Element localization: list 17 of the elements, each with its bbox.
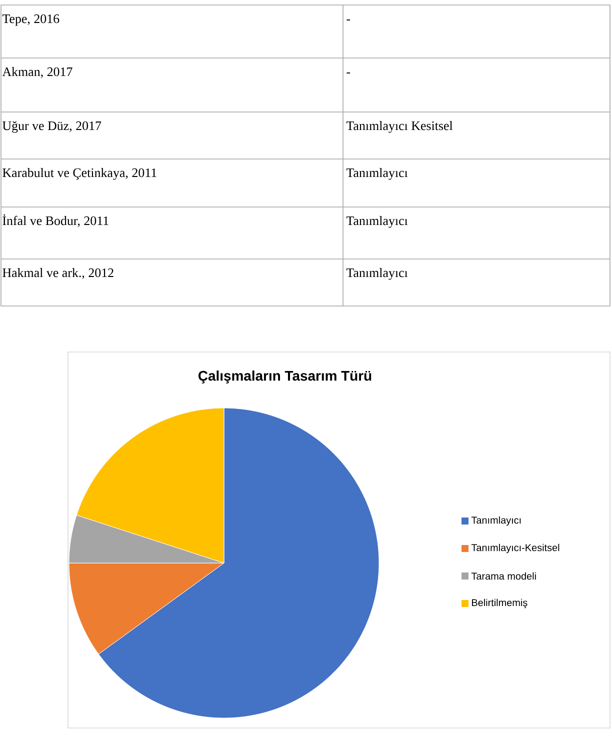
text: Tepe, 2016: [2, 14, 60, 26]
legend-label: Tanımlayıcı-Kesitsel: [471, 544, 560, 554]
text: Karabulut ve Çetinkaya, 2011: [2, 168, 156, 180]
chart-title: Çalışmaların Tasarım Türü: [198, 370, 372, 384]
text: Tanımlayıcı Kesitsel: [346, 121, 453, 133]
text: Tanımlayıcı: [346, 268, 408, 280]
text: -: [346, 19, 350, 20]
text: Uğur ve Düz, 2017: [2, 121, 102, 133]
legend-label: Tarama modeli: [471, 572, 536, 580]
legend-label: Belirtilmemiş: [472, 598, 528, 608]
text: Hakmal ve ark., 2012: [2, 268, 114, 280]
text: Tanımlayıcı: [346, 216, 408, 228]
text: Tanımlayıcı: [346, 168, 408, 180]
text: İnfal ve Bodur, 2011: [2, 214, 108, 228]
text: -: [346, 72, 350, 74]
legend-label: Tanımlayıcı: [471, 516, 521, 526]
text: Akman, 2017: [2, 67, 72, 78]
